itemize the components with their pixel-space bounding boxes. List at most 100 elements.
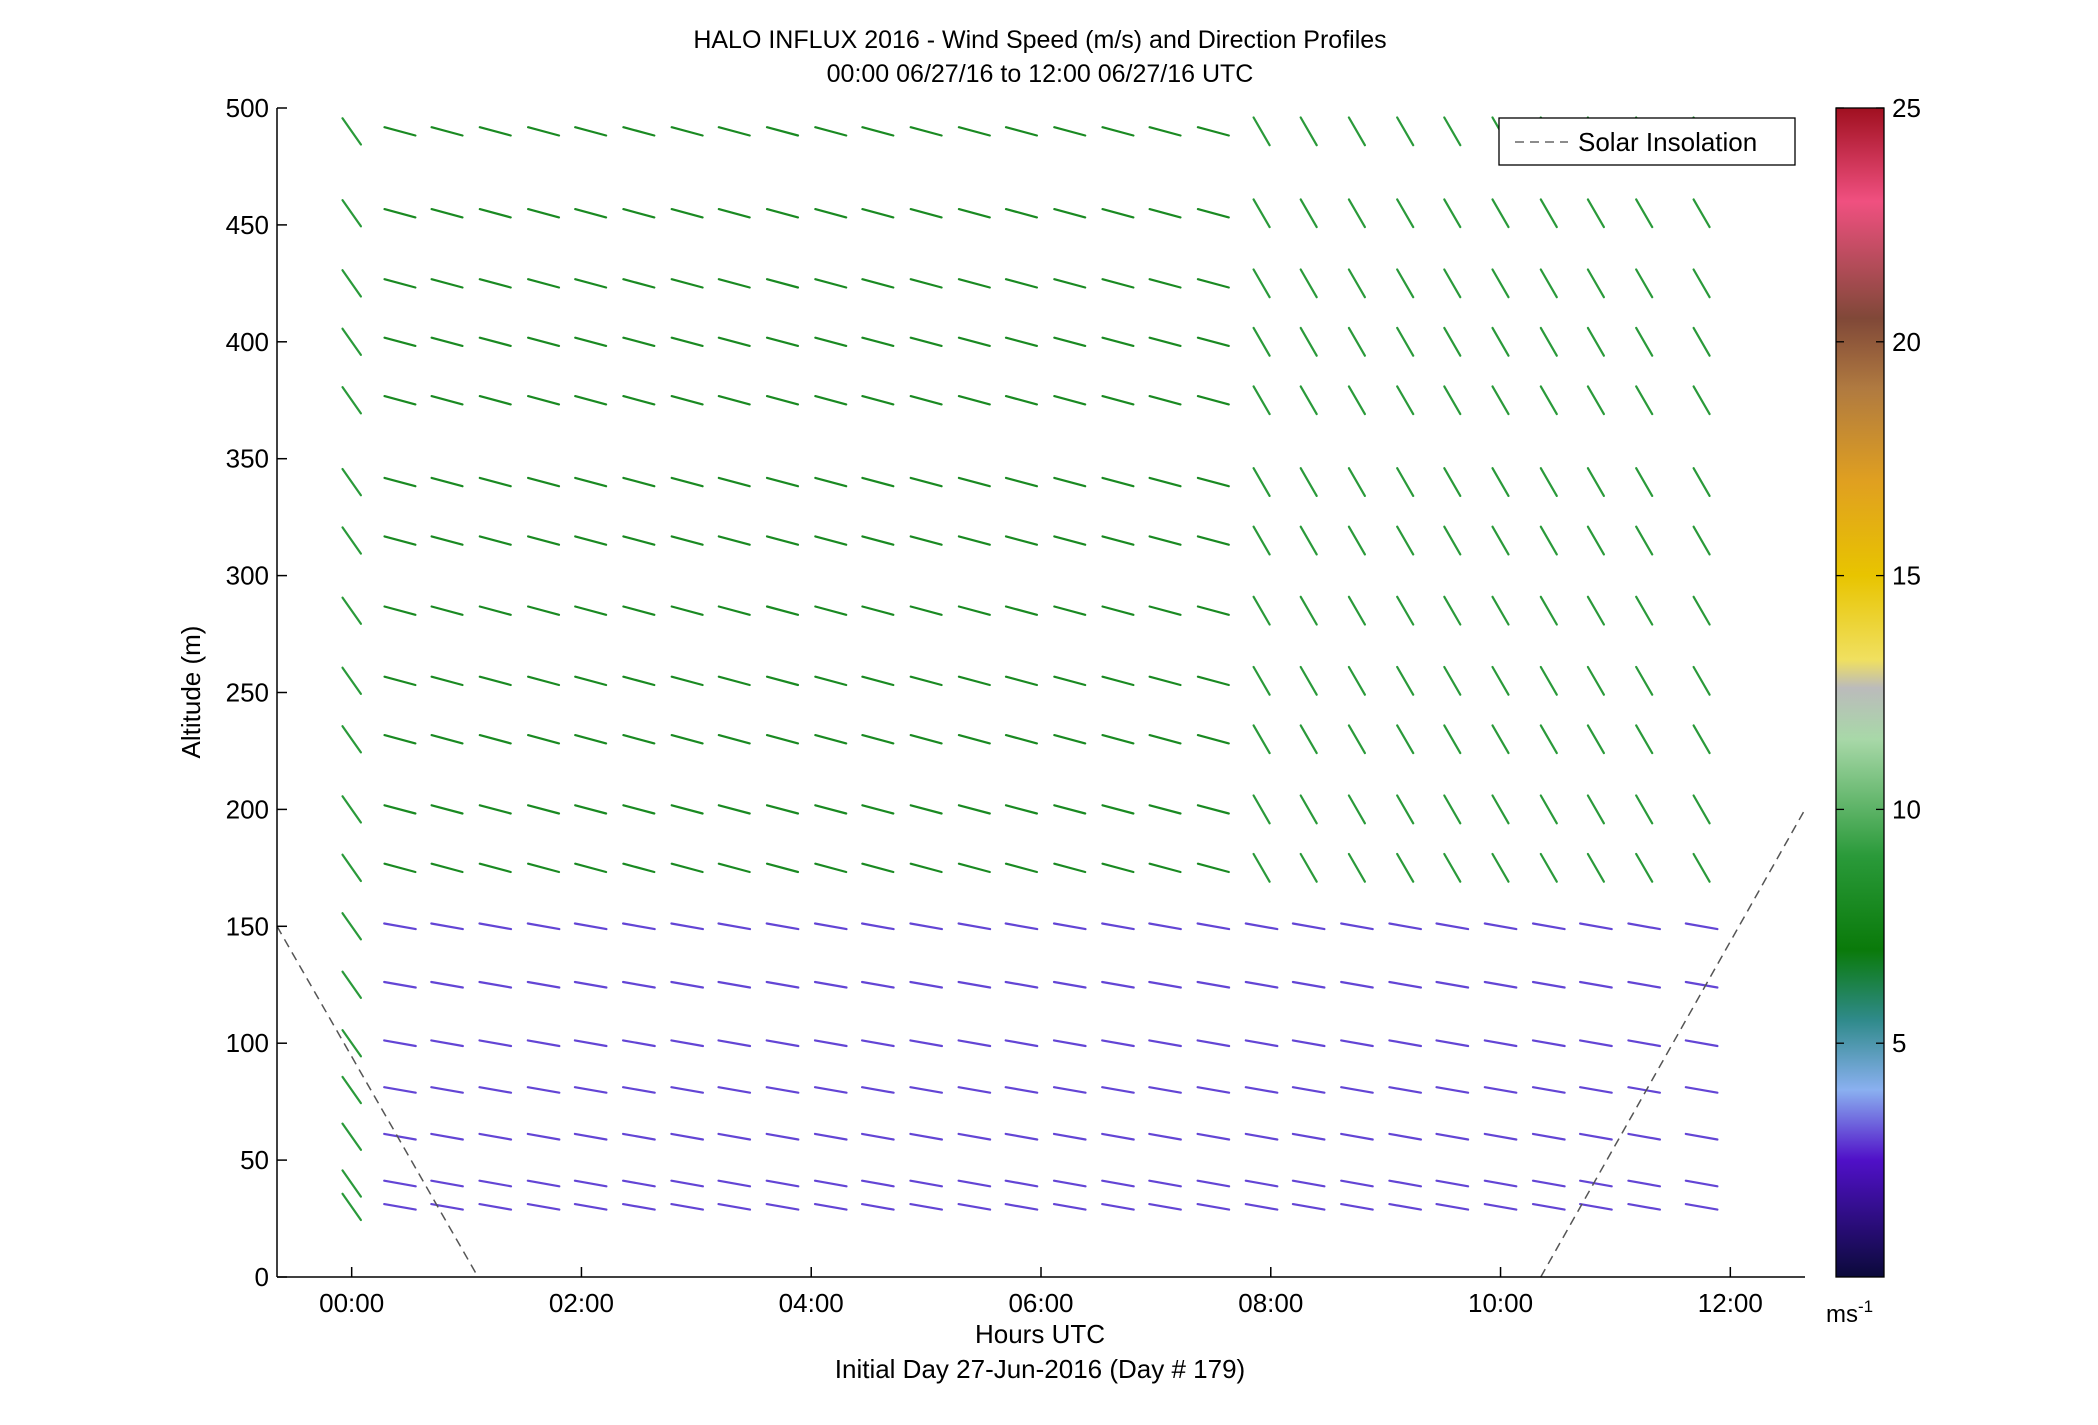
wind-vector <box>717 804 751 815</box>
wind-vector <box>1252 794 1271 825</box>
wind-vector <box>717 980 752 989</box>
wind-vector <box>813 1039 848 1048</box>
wind-vector <box>1196 1202 1231 1211</box>
wind-vector <box>814 605 848 616</box>
wind-vector <box>1347 326 1367 357</box>
wind-vector <box>1196 278 1230 289</box>
wind-vector <box>430 1086 464 1094</box>
wind-vector <box>1196 804 1230 815</box>
wind-vector <box>1684 1039 1719 1048</box>
wind-vector <box>1692 268 1711 299</box>
wind-vector <box>1635 525 1654 556</box>
wind-vector <box>1101 733 1135 745</box>
wind-vector <box>1692 467 1711 497</box>
wind-vector <box>1586 525 1606 556</box>
wind-vector <box>813 1132 848 1141</box>
y-tick-label: 200 <box>226 794 269 824</box>
wind-vector <box>1396 198 1415 229</box>
wind-vector <box>765 1179 800 1188</box>
wind-vector <box>1578 1086 1613 1094</box>
wind-vector <box>1586 724 1606 755</box>
wind-vector <box>478 980 513 989</box>
wind-vector <box>478 1086 513 1094</box>
wind-vector <box>621 1086 656 1094</box>
wind-vector <box>909 336 943 347</box>
wind-vector <box>909 126 943 137</box>
wind-vector <box>1252 852 1271 883</box>
wind-vector <box>1053 605 1087 616</box>
wind-vector <box>341 269 362 298</box>
wind-vector <box>765 476 800 488</box>
wind-vector <box>1196 208 1230 219</box>
wind-vector <box>814 208 848 219</box>
wind-vector <box>1053 862 1087 874</box>
wind-vector <box>430 922 464 931</box>
wind-vector <box>1435 1132 1470 1141</box>
wind-vector <box>1635 724 1654 755</box>
wind-vector <box>861 862 895 874</box>
wind-vector <box>573 1179 608 1188</box>
wind-vector <box>1396 794 1415 825</box>
wind-vector <box>1347 595 1367 626</box>
wind-vector <box>1053 336 1087 347</box>
wind-vector <box>430 733 464 745</box>
wind-vector <box>526 476 561 488</box>
wind-vector <box>1684 1179 1719 1188</box>
wind-vector <box>957 675 991 687</box>
wind-vector <box>1388 980 1423 989</box>
wind-vector <box>1053 126 1087 137</box>
wind-vector <box>717 278 751 289</box>
wind-vector <box>860 1086 895 1094</box>
wind-vector <box>1299 724 1318 755</box>
wind-vector <box>1635 595 1654 626</box>
wind-vector <box>1101 804 1135 815</box>
wind-vector <box>430 1132 464 1141</box>
wind-vector <box>1053 476 1087 488</box>
y-tick-label: 50 <box>240 1145 269 1175</box>
wind-vector <box>1531 1039 1566 1048</box>
wind-vector <box>909 675 943 687</box>
wind-vector <box>1299 595 1318 626</box>
wind-vector <box>430 804 464 815</box>
colorbar-tick-label: 5 <box>1892 1028 1906 1058</box>
wind-vector <box>909 1179 944 1188</box>
wind-vector <box>1396 326 1415 357</box>
wind-vector <box>1586 852 1606 883</box>
wind-vector <box>1053 535 1087 546</box>
wind-vector <box>1684 1086 1719 1094</box>
wind-vector <box>1491 595 1510 626</box>
wind-vector <box>1635 665 1654 696</box>
wind-vector <box>430 476 464 488</box>
wind-vector <box>383 1039 417 1048</box>
wind-vector <box>1004 1039 1039 1048</box>
wind-vector <box>1053 675 1087 687</box>
wind-vector <box>383 126 417 137</box>
wind-vector <box>765 605 800 616</box>
wind-vector <box>1578 1132 1613 1141</box>
wind-vector <box>430 862 464 874</box>
x-tick-label: 02:00 <box>549 1288 614 1318</box>
wind-vector <box>1627 980 1662 989</box>
wind-vector <box>621 980 656 989</box>
wind-vector <box>1196 922 1231 931</box>
wind-vector <box>574 208 608 219</box>
wind-vector <box>1052 1132 1087 1141</box>
wind-vector <box>909 208 943 219</box>
wind-vector <box>1443 385 1462 416</box>
wind-vector <box>1004 1086 1039 1094</box>
wind-vector <box>1396 595 1415 626</box>
wind-vector <box>957 1086 992 1094</box>
x-tick-label: 08:00 <box>1238 1288 1303 1318</box>
wind-vector <box>1491 525 1510 556</box>
wind-vector <box>670 395 704 406</box>
wind-vector <box>341 117 362 146</box>
wind-vector <box>717 862 751 874</box>
wind-vector <box>1052 1039 1087 1048</box>
wind-vector <box>1396 525 1415 556</box>
wind-vector <box>478 1132 513 1141</box>
wind-vector <box>478 535 512 546</box>
wind-vector <box>1435 1086 1470 1094</box>
chart-title: HALO INFLUX 2016 - Wind Speed (m/s) and … <box>693 26 1386 54</box>
wind-vector <box>1196 535 1230 546</box>
wind-vector <box>1443 724 1462 755</box>
